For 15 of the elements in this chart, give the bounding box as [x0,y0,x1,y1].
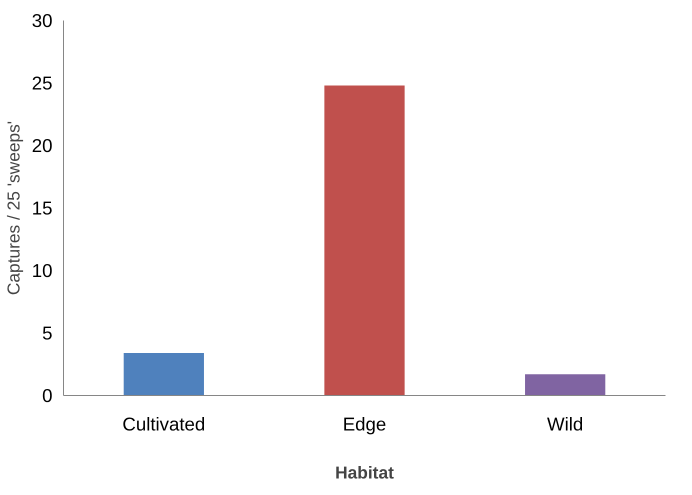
x-tick-label: Cultivated [122,414,206,434]
y-axis-title: Captures / 25 'sweeps' [4,120,24,296]
y-tick-label: 30 [32,10,53,31]
y-tick-label: 15 [32,198,53,218]
x-tick-label: Wild [547,414,584,434]
y-tick-label: 5 [42,322,53,344]
y-tick-label: 10 [32,260,53,281]
bar [124,353,204,396]
y-tick-label: 25 [32,72,53,94]
y-tick-label: 20 [32,135,53,156]
x-tick-label: Edge [342,414,386,434]
y-tick-label: 0 [42,385,53,406]
bar [525,374,606,396]
bar [324,86,405,396]
x-axis-title: Habitat [335,462,394,482]
